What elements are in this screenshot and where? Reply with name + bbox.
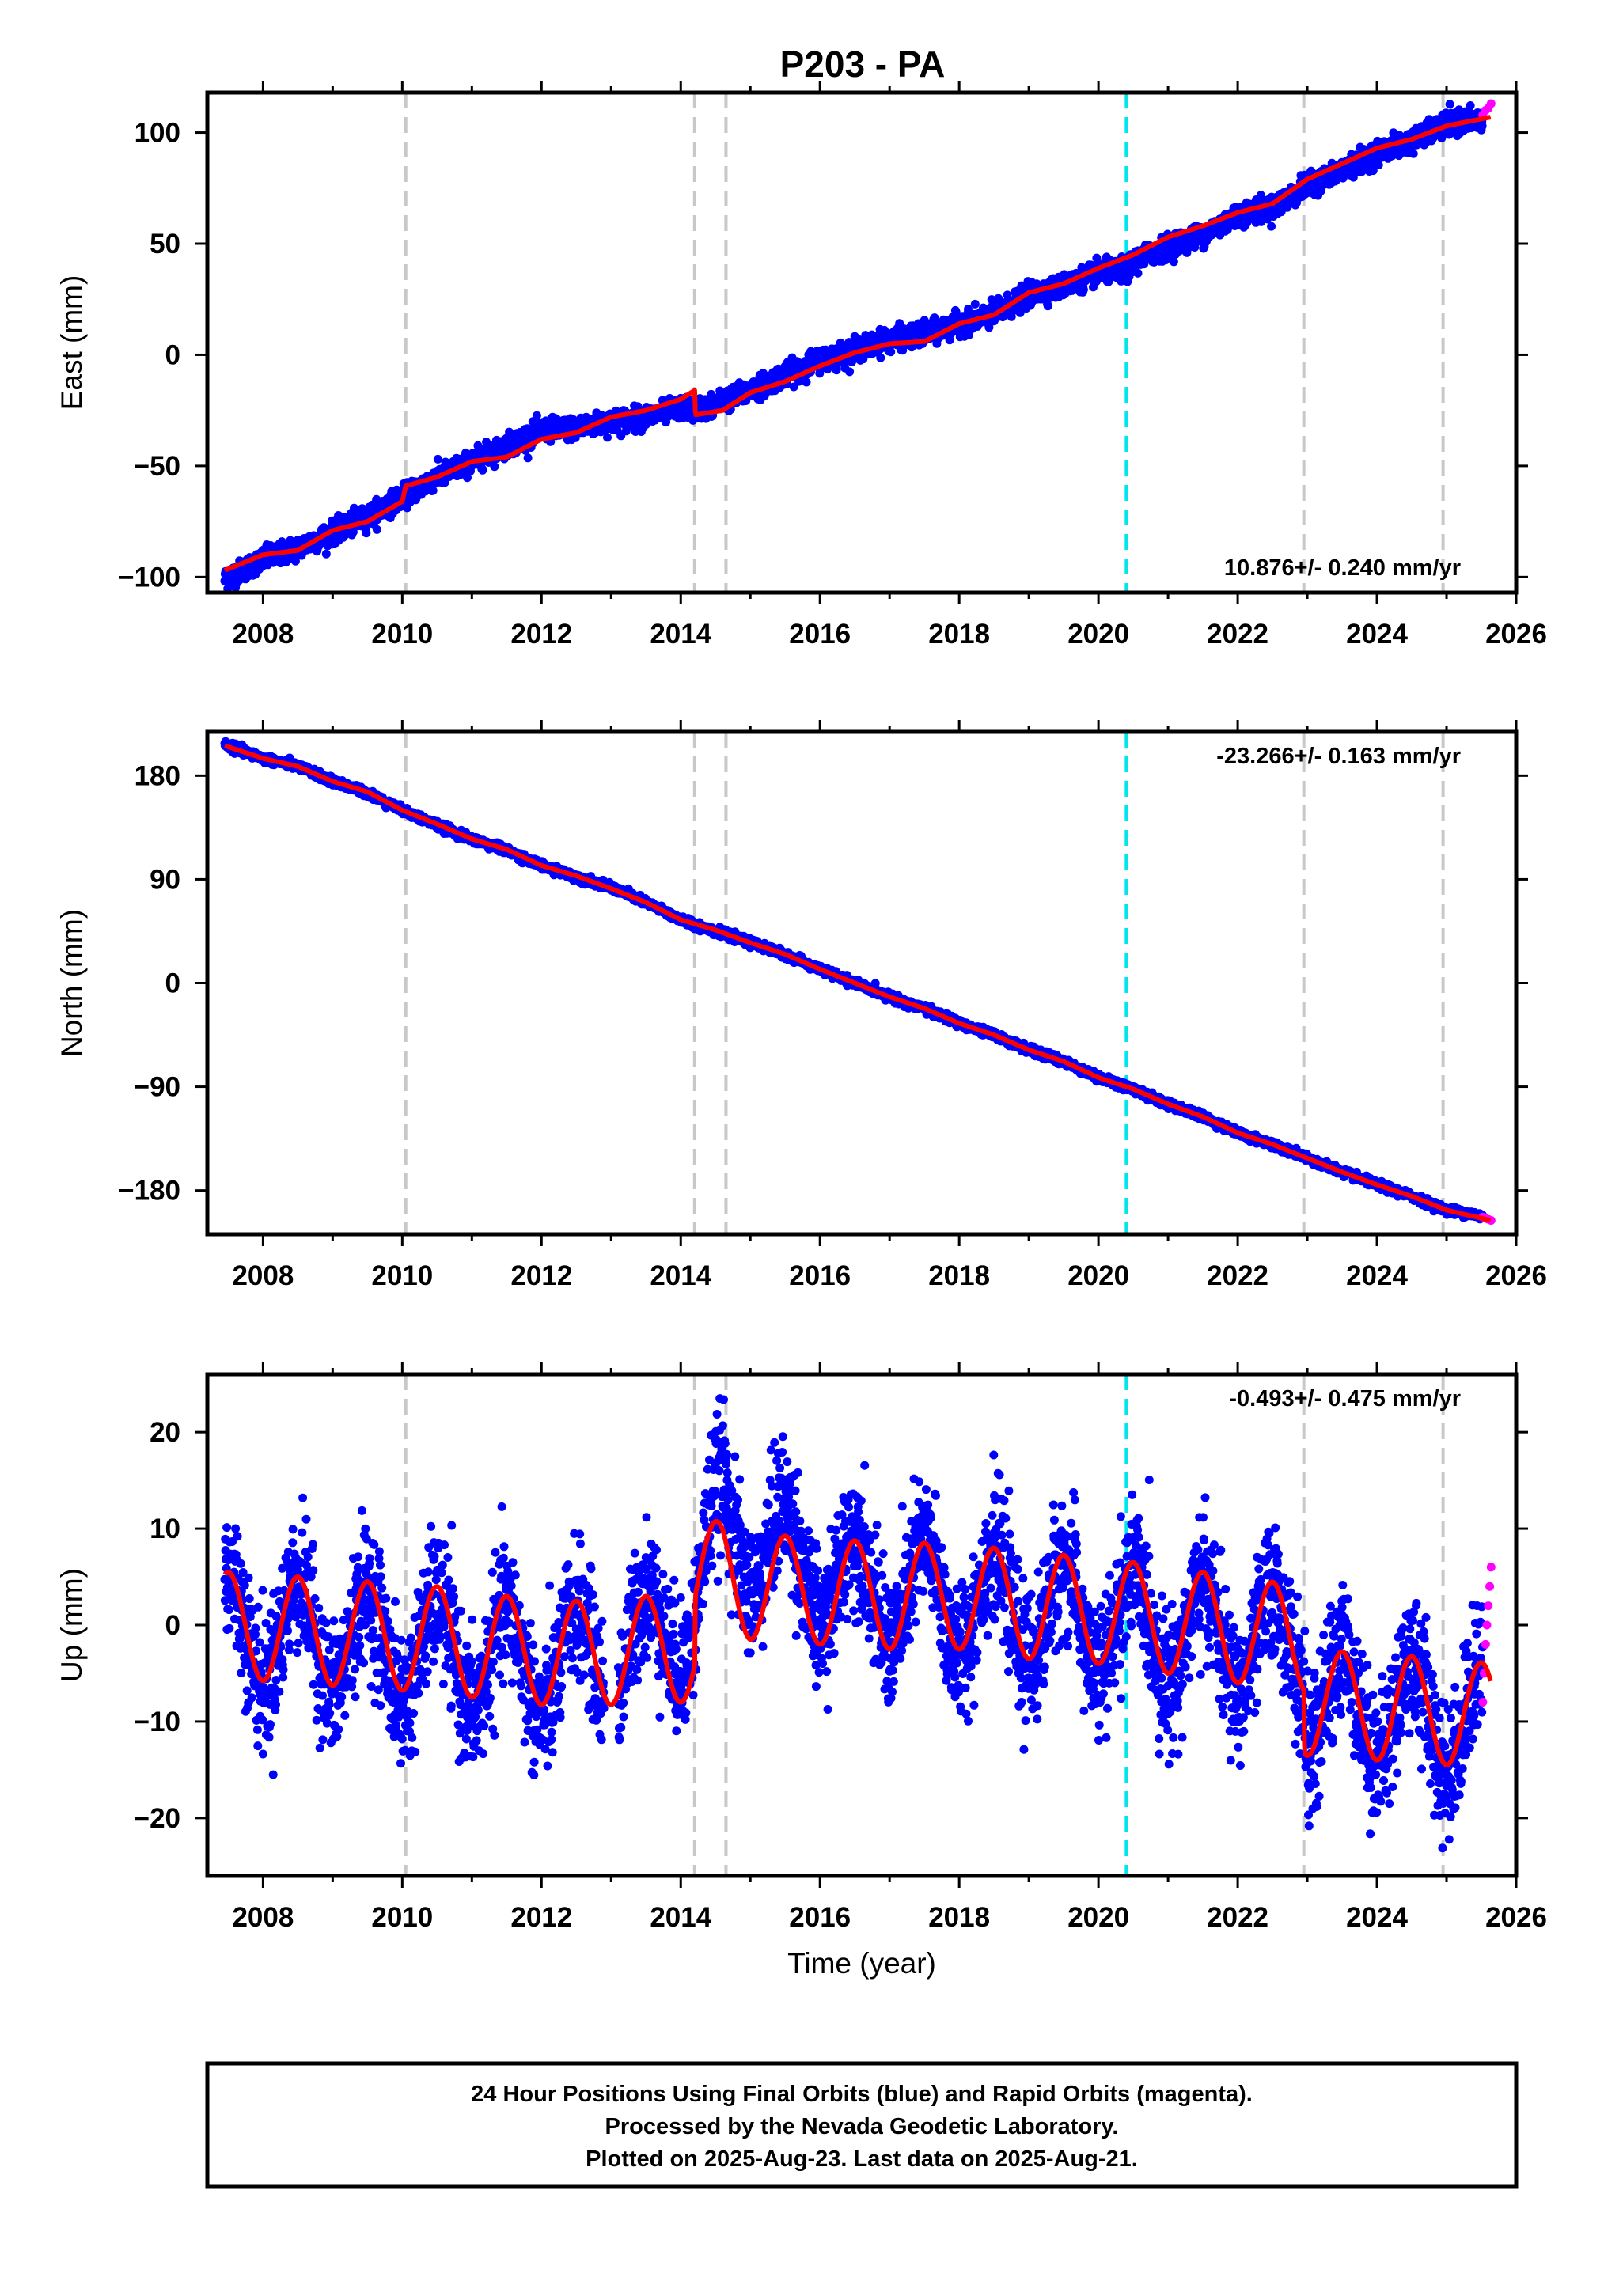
east-data-point <box>1043 301 1052 311</box>
east-data-point <box>1409 149 1418 158</box>
east-x-tick-label: 2018 <box>928 619 990 650</box>
east-x-tick-label: 2010 <box>371 619 433 650</box>
east-data-point <box>886 347 896 357</box>
east-data-point <box>1374 161 1383 169</box>
east-y-tick-label: −50 <box>134 451 180 482</box>
east-x-tick-label: 2008 <box>232 619 294 650</box>
east-data-point <box>428 486 438 495</box>
east-data-point <box>490 462 499 472</box>
east-data-point <box>970 299 980 309</box>
east-data-point <box>532 411 541 420</box>
east-data-point <box>482 438 491 447</box>
east-x-tick-label: 2020 <box>1067 619 1129 650</box>
east-y-tick-label: −100 <box>118 562 180 593</box>
east-data-point <box>433 454 442 464</box>
east-data-point <box>603 433 612 442</box>
east-velocity-label: 10.876+/- 0.240 mm/yr <box>1224 555 1461 581</box>
east-data-point <box>845 367 855 377</box>
east-data-point <box>1079 285 1088 294</box>
east-data-point <box>362 529 371 538</box>
east-data-point <box>1477 121 1487 131</box>
east-data-point <box>802 377 811 387</box>
east-data-point <box>321 549 331 559</box>
east-data-point <box>1169 257 1178 267</box>
figure-title: P203 - PA <box>780 44 946 85</box>
east-data-point <box>832 366 841 375</box>
east-data-point <box>1267 222 1276 231</box>
east-x-tick-label: 2012 <box>510 619 572 650</box>
east-rapid-point <box>1486 99 1496 108</box>
east-x-tick-label: 2016 <box>789 619 851 650</box>
east-data-point <box>348 527 358 536</box>
east-x-tick-label: 2014 <box>650 619 711 650</box>
east-data-point <box>523 453 533 463</box>
east-data-point <box>1445 100 1454 109</box>
east-x-tick-label: 2024 <box>1346 619 1408 650</box>
east-panel: 2008 2010 2012 2014 2016 2018 2020 2022 2024 2026… <box>55 81 1547 650</box>
east-data-point <box>1466 101 1475 110</box>
east-x-tick-label: 2022 <box>1207 619 1268 650</box>
east-data-point <box>1133 268 1143 278</box>
east-data-point <box>876 353 885 362</box>
east-y-tick-label: 100 <box>135 118 180 149</box>
east-data-point <box>372 525 381 534</box>
east-data-point <box>478 465 487 475</box>
east-plot-area <box>220 93 1496 593</box>
east-data-point <box>463 473 472 483</box>
east-y-tick-label: 0 <box>165 339 180 370</box>
east-y-tick-label: 50 <box>150 229 180 260</box>
east-x-tick-label: 2026 <box>1485 619 1547 650</box>
east-y-axis-label: East (mm) <box>55 275 88 411</box>
